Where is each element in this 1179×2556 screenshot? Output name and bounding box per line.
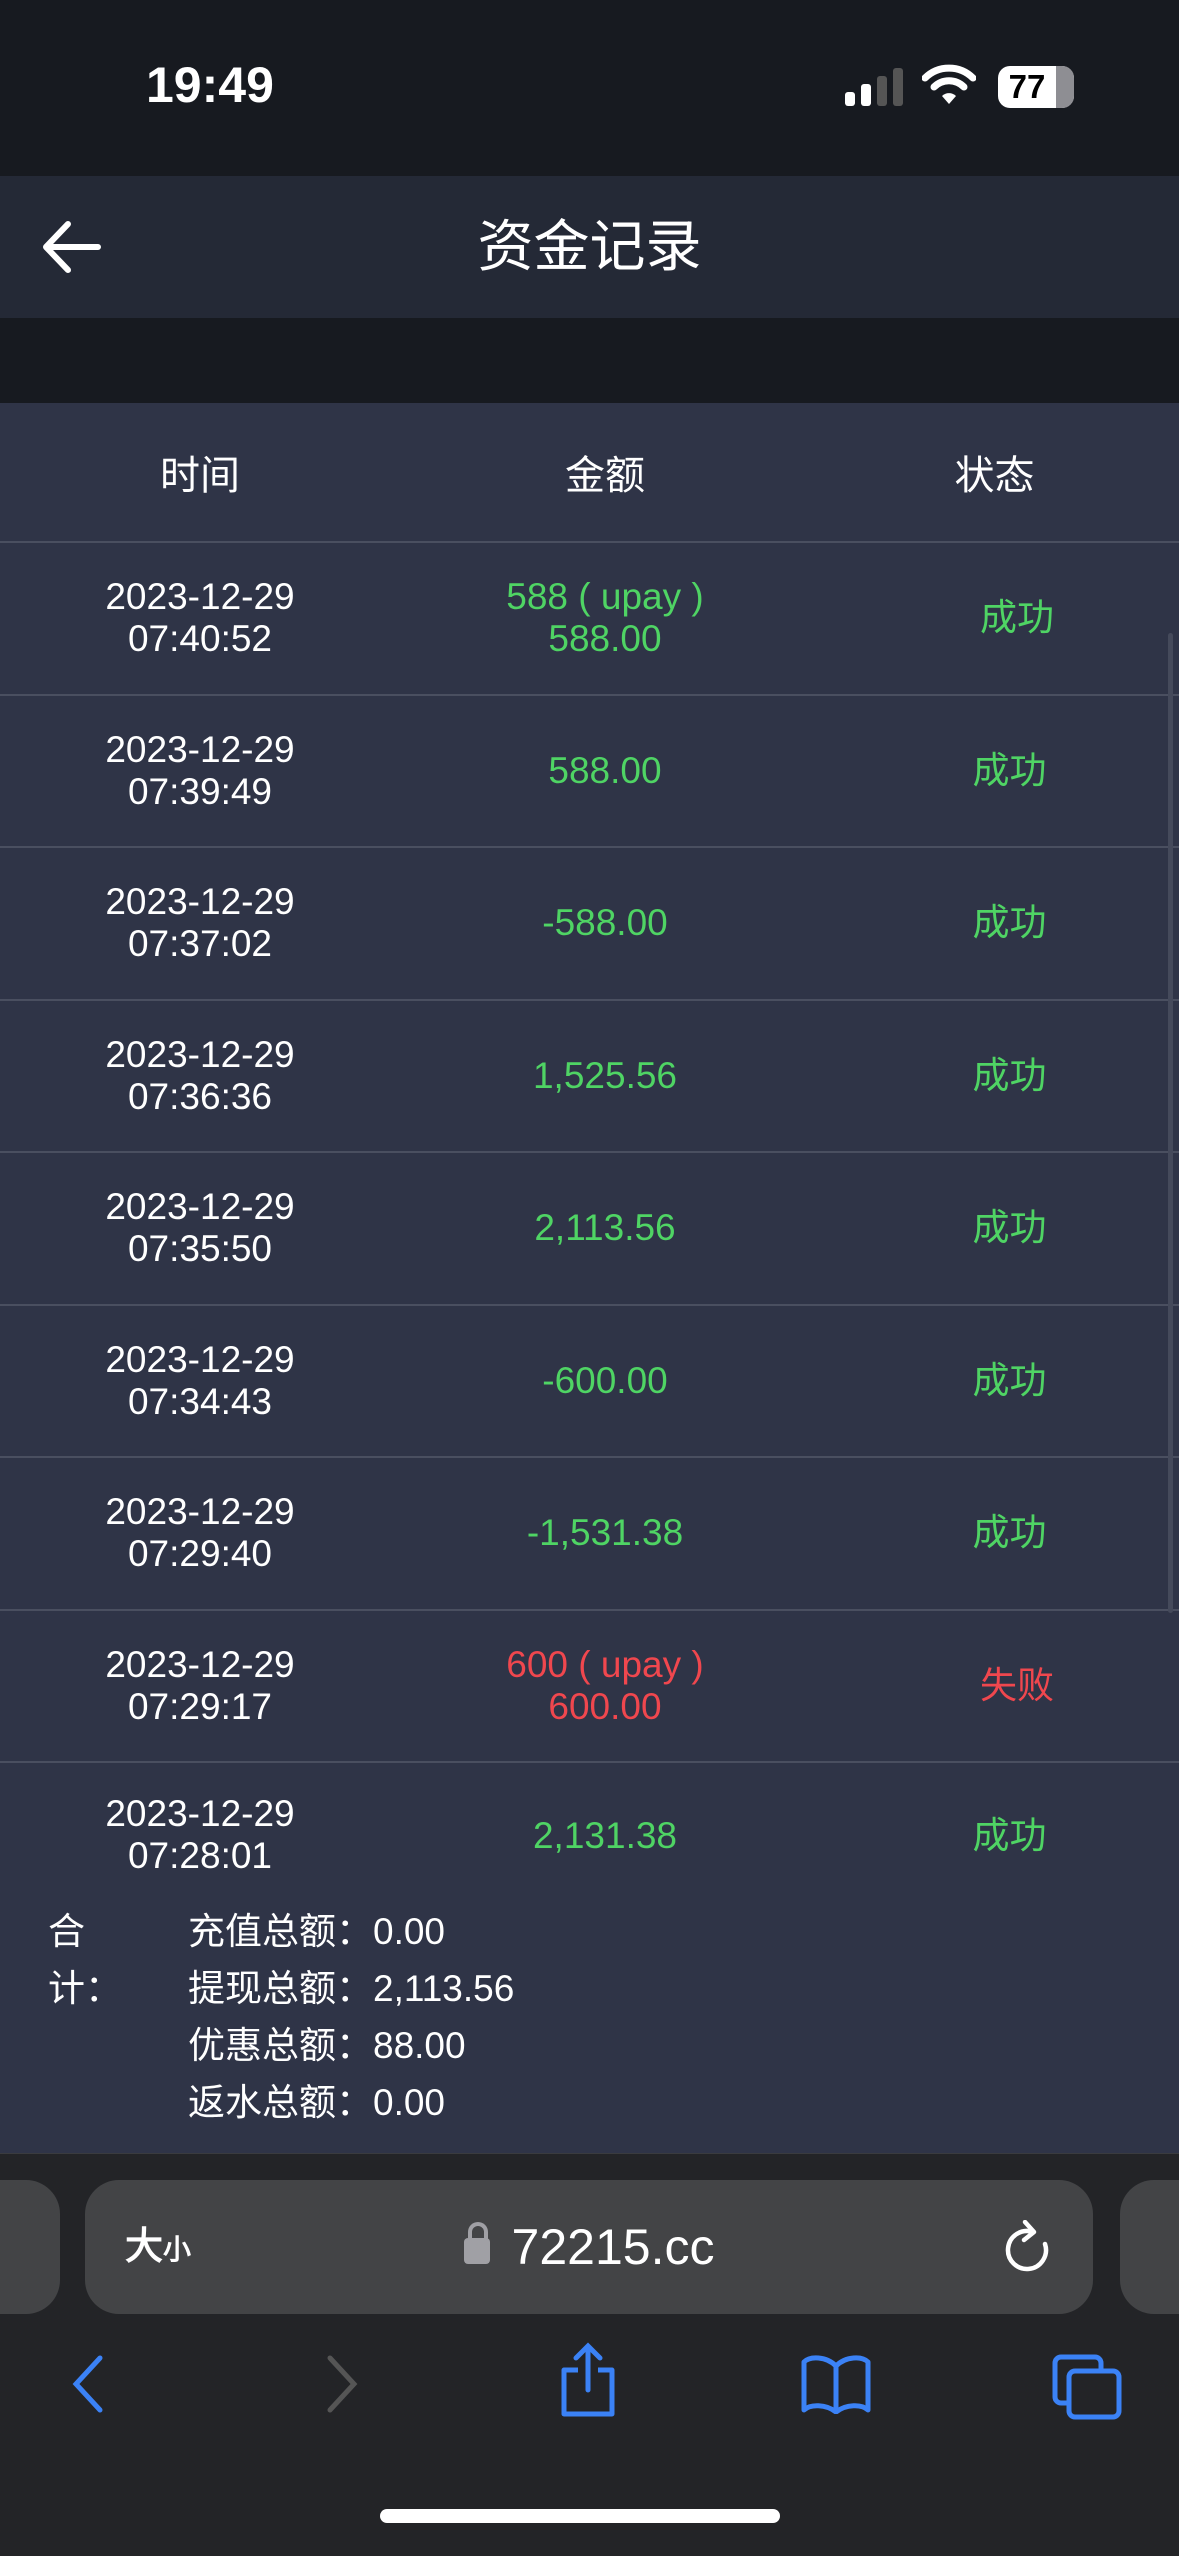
table-row: 2023-12-29 07:28:01 2,131.38 成功 (0, 1763, 1179, 1908)
browser-toolbar: 大小 72215.cc (0, 2153, 1179, 2556)
row-amount: -588.00 (400, 902, 810, 944)
column-status: 状态 (954, 454, 1035, 498)
clock: 19:49 (146, 57, 274, 113)
share-icon[interactable] (558, 2342, 618, 2418)
row-amount: 1,525.56 (400, 1055, 810, 1097)
table-row: 2023-12-29 07:39:49 588.00 成功 (0, 696, 1179, 848)
status-bar: 19:49 77 (0, 0, 1179, 176)
lock-icon (463, 2221, 490, 2264)
amount-line: -1,531.38 (526, 1512, 684, 1554)
row-time: 07:28:01 (127, 1835, 273, 1876)
wifi-icon (922, 64, 976, 104)
amount-line: 600 ( upay ) (506, 1643, 704, 1685)
records-table: 时间 金额 状态 2023-12-29 07:40:52 588 ( upay )… (0, 403, 1179, 2153)
amount-line: -588.00 (542, 902, 668, 944)
row-status: 成功 (972, 1359, 1047, 1401)
total-rebate: 返水总额：0.00 (188, 2082, 446, 2123)
next-tab-pill[interactable] (1120, 2180, 1179, 2314)
row-status: 成功 (972, 749, 1047, 791)
url-text[interactable]: 72215.cc (511, 2219, 715, 2275)
table-row: 2023-12-29 07:36:36 1,525.56 成功 (0, 1001, 1179, 1153)
row-datetime: 2023-12-29 07:40:52 (0, 576, 400, 660)
row-datetime: 2023-12-29 07:39:49 (0, 729, 400, 813)
column-amount: 金额 (565, 454, 645, 498)
amount-line: 1,525.56 (532, 1054, 678, 1096)
table-row: 2023-12-29 07:40:52 588 ( upay ) 588.00 成功 (0, 543, 1179, 696)
row-time: 07:29:17 (127, 1685, 273, 1727)
home-indicator[interactable] (380, 2509, 780, 2523)
row-datetime: 2023-12-29 07:28:01 (0, 1793, 400, 1877)
row-datetime: 2023-12-29 07:37:02 (0, 881, 400, 965)
table-row: 2023-12-29 07:29:40 -1,531.38 成功 (0, 1458, 1179, 1611)
row-amount: 2,113.56 (400, 1207, 810, 1249)
amount-line: 2,113.56 (534, 1207, 676, 1249)
table-row: 2023-12-29 07:37:02 -588.00 成功 (0, 848, 1179, 1001)
row-date: 2023-12-29 (105, 576, 295, 618)
row-datetime: 2023-12-29 07:29:40 (0, 1491, 400, 1575)
nav-bar: 资金记录 (0, 176, 1179, 318)
total-bonus: 优惠总额：88.00 (188, 2025, 466, 2066)
total-withdraw: 提现总额：2,113.56 (188, 1968, 515, 2009)
row-time: 07:39:49 (127, 770, 273, 812)
tabs-icon[interactable] (1052, 2354, 1122, 2420)
battery-level: 77 (1008, 68, 1046, 105)
row-amount: 600 ( upay ) 600.00 (400, 1644, 810, 1728)
row-date: 2023-12-29 (105, 1491, 295, 1533)
row-date: 2023-12-29 (105, 1186, 295, 1228)
row-time: 07:34:43 (127, 1380, 273, 1422)
amount-line: 588.00 (548, 749, 662, 791)
bookmarks-icon[interactable] (800, 2354, 872, 2414)
row-amount: 588 ( upay ) 588.00 (400, 576, 810, 660)
reload-icon[interactable] (1003, 2220, 1053, 2276)
table-row: 2023-12-29 07:29:17 600 ( upay ) 600.00 失败 (0, 1611, 1179, 1763)
row-amount: 2,131.38 (400, 1793, 810, 1857)
row-amount: -1,531.38 (400, 1512, 810, 1554)
arrow-left-icon[interactable] (40, 216, 102, 278)
row-status: 成功 (972, 902, 1047, 944)
amount-line: -600.00 (542, 1359, 668, 1401)
address-bar[interactable]: 大小 72215.cc (85, 2180, 1093, 2314)
scrollbar[interactable] (1168, 633, 1173, 1613)
row-time: 07:40:52 (127, 618, 273, 660)
row-status: 成功 (972, 1054, 1047, 1096)
row-time: 07:29:40 (127, 1533, 273, 1575)
row-status: 成功 (972, 1207, 1047, 1249)
text-size-button[interactable]: 大小 (125, 2226, 192, 2268)
page-title: 资金记录 (477, 215, 702, 278)
table-header: 时间 金额 状态 (0, 403, 1179, 543)
row-status: 成功 (972, 1815, 1047, 1856)
amount-value: 588.00 (548, 618, 662, 660)
row-amount: -600.00 (400, 1360, 810, 1402)
row-date: 2023-12-29 (105, 728, 295, 770)
amount-value: 600.00 (548, 1685, 662, 1727)
amount-line: 2,131.38 (532, 1815, 678, 1856)
row-datetime: 2023-12-29 07:35:50 (0, 1186, 400, 1270)
battery-icon: 77 (998, 66, 1074, 108)
row-amount: 588.00 (400, 750, 810, 792)
row-time: 07:35:50 (127, 1228, 273, 1270)
column-time: 时间 (160, 454, 240, 498)
row-datetime: 2023-12-29 07:34:43 (0, 1339, 400, 1423)
row-time: 07:37:02 (127, 923, 273, 965)
table-row: 2023-12-29 07:35:50 2,113.56 成功 (0, 1153, 1179, 1306)
prev-tab-pill[interactable] (0, 2180, 60, 2314)
row-date: 2023-12-29 (105, 1338, 295, 1380)
row-status: 成功 (980, 597, 1054, 639)
total-recharge: 充值总额：0.00 (188, 1911, 446, 1952)
row-status: 成功 (972, 1512, 1047, 1554)
table-row: 2023-12-29 07:34:43 -600.00 成功 (0, 1306, 1179, 1458)
row-date: 2023-12-29 (105, 1033, 295, 1075)
back-icon[interactable] (68, 2354, 108, 2414)
row-datetime: 2023-12-29 07:29:17 (0, 1644, 400, 1728)
row-date: 2023-12-29 (105, 881, 295, 923)
row-date: 2023-12-29 (105, 1793, 295, 1834)
row-datetime: 2023-12-29 07:36:36 (0, 1034, 400, 1118)
amount-line: 588 ( upay ) (506, 576, 704, 618)
totals-label: 合计： (48, 1911, 122, 2009)
cellular-signal-icon (845, 66, 903, 106)
row-date: 2023-12-29 (105, 1643, 295, 1685)
forward-icon[interactable] (322, 2354, 362, 2414)
row-time: 07:36:36 (127, 1075, 273, 1117)
row-status: 失败 (980, 1664, 1054, 1706)
